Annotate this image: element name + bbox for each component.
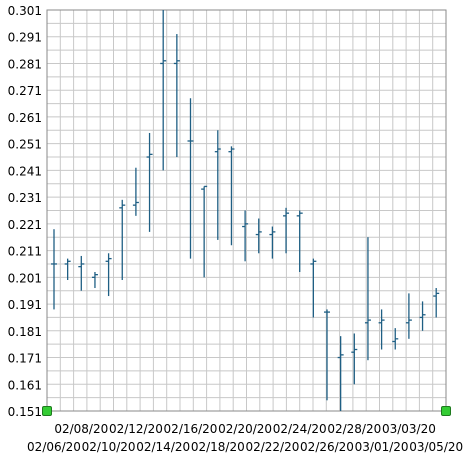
plot-frame <box>46 9 447 412</box>
ohlc-bar <box>419 301 426 331</box>
ohlc-bar <box>160 10 167 171</box>
ohlc-bar <box>228 146 235 246</box>
ohlc-bar <box>405 293 412 339</box>
ohlc-bar <box>91 271 98 289</box>
x-tick-label: 02/16/20 <box>164 422 218 436</box>
ohlc-bar <box>392 328 399 350</box>
x-tick-label: 02/14/20 <box>136 440 190 454</box>
x-tick-label: 03/01/20 <box>355 440 409 454</box>
ohlc-bar <box>132 167 139 216</box>
ohlc-bar <box>78 255 85 291</box>
x-tick-label: 02/28/20 <box>327 422 381 436</box>
y-tick-label: 0.261 <box>8 111 42 125</box>
x-tick-label: 02/18/20 <box>191 440 245 454</box>
ohlc-bar <box>378 309 385 350</box>
ohlc-bar <box>433 288 440 318</box>
y-axis: 0.151 0.161 0.171 0.181 0.191 0.201 0.211 0.221… <box>8 4 42 419</box>
ohlc-bar <box>214 130 221 240</box>
x-tick-label: 02/12/20 <box>109 422 163 436</box>
x-tick-label: 02/08/20 <box>54 422 108 436</box>
x-tick-label: 02/24/20 <box>273 422 327 436</box>
ohlc-bar <box>119 199 126 281</box>
y-tick-label: 0.231 <box>8 191 42 205</box>
grid <box>46 9 447 412</box>
ohlc-bar <box>51 229 57 310</box>
x-tick-label: 02/22/20 <box>245 440 299 454</box>
ohlc-bar <box>105 253 112 297</box>
x-tick-label: 03/03/20 <box>382 422 436 436</box>
x-tick-label: 03/05/20 <box>409 440 463 454</box>
y-tick-label: 0.161 <box>8 378 42 392</box>
ohlc-bar <box>364 237 371 361</box>
ohlc-bar <box>187 98 194 259</box>
y-tick-label: 0.171 <box>8 352 42 366</box>
y-tick-label: 0.151 <box>8 405 42 419</box>
y-tick-label: 0.181 <box>8 325 42 339</box>
y-tick-label: 0.251 <box>8 138 42 152</box>
y-tick-label: 0.301 <box>8 4 42 18</box>
ohlc-bar <box>310 258 317 318</box>
x-tick-label: 02/20/20 <box>218 422 272 436</box>
y-tick-label: 0.291 <box>8 31 42 45</box>
y-tick-label: 0.211 <box>8 245 42 259</box>
scroll-handle-left[interactable] <box>42 406 52 416</box>
ohlc-bar <box>173 34 180 158</box>
ohlc-bar <box>269 226 276 259</box>
y-tick-label: 0.271 <box>8 84 42 98</box>
y-tick-label: 0.201 <box>8 271 42 285</box>
ohlc-bar <box>64 258 71 281</box>
x-tick-label: 02/26/20 <box>300 440 354 454</box>
ohlc-bar <box>255 218 262 254</box>
ohlc-bar <box>201 185 208 278</box>
y-tick-label: 0.281 <box>8 57 42 71</box>
x-axis: 02/08/20 02/12/20 02/16/20 02/20/20 02/24/20… <box>27 422 463 454</box>
x-tick-label: 02/10/20 <box>82 440 136 454</box>
x-tick-label: 02/06/20 <box>27 440 81 454</box>
ohlc-bar <box>351 333 358 385</box>
y-tick-label: 0.241 <box>8 164 42 178</box>
ohlc-bar <box>337 336 344 411</box>
y-tick-label: 0.191 <box>8 298 42 312</box>
ohlc-bar <box>324 309 330 401</box>
ohlc-bar <box>296 210 303 272</box>
ohlc-bar <box>242 210 249 262</box>
ohlc-bar <box>146 132 153 232</box>
ohlc-bar <box>283 207 290 254</box>
candles <box>51 10 440 411</box>
y-tick-label: 0.221 <box>8 218 42 232</box>
scroll-handle-right[interactable] <box>441 406 451 416</box>
